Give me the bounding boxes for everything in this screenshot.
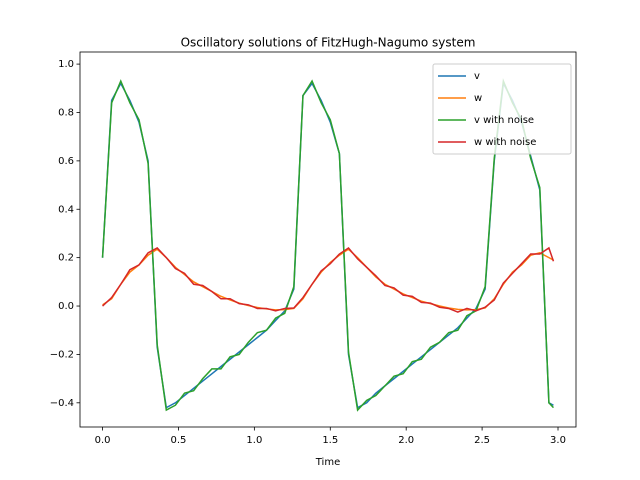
legend-label: w with noise <box>474 137 536 148</box>
y-tick-label: −0.2 <box>50 349 74 360</box>
series-line <box>102 246 555 313</box>
y-tick-label: 0.8 <box>58 107 74 118</box>
y-tick-label: 0.4 <box>58 204 74 215</box>
x-tick-label: 3.0 <box>550 435 566 446</box>
plot-frame <box>79 51 577 428</box>
x-tick-label: 2.0 <box>398 435 414 446</box>
x-axis-label: Time <box>315 457 340 468</box>
x-tick-label: 2.5 <box>474 435 490 446</box>
series-line <box>101 78 555 412</box>
legend-label: v with noise <box>474 115 534 126</box>
legend-label: w <box>474 93 482 104</box>
y-tick-label: 1.0 <box>58 59 74 70</box>
legend-label: v <box>474 71 480 82</box>
x-tick-label: 0.5 <box>171 435 187 446</box>
y-tick-label: −0.4 <box>50 398 74 409</box>
y-tick-label: 0.2 <box>58 253 74 264</box>
y-tick-label: 0.0 <box>58 301 74 312</box>
chart-title: Oscillatory solutions of FitzHugh-Nagumo… <box>181 36 476 50</box>
y-tick-label: 0.6 <box>58 156 74 167</box>
x-tick-label: 0.0 <box>95 435 111 446</box>
x-tick-label: 1.5 <box>322 435 338 446</box>
x-tick-label: 1.0 <box>246 435 262 446</box>
legend-box <box>432 63 572 155</box>
